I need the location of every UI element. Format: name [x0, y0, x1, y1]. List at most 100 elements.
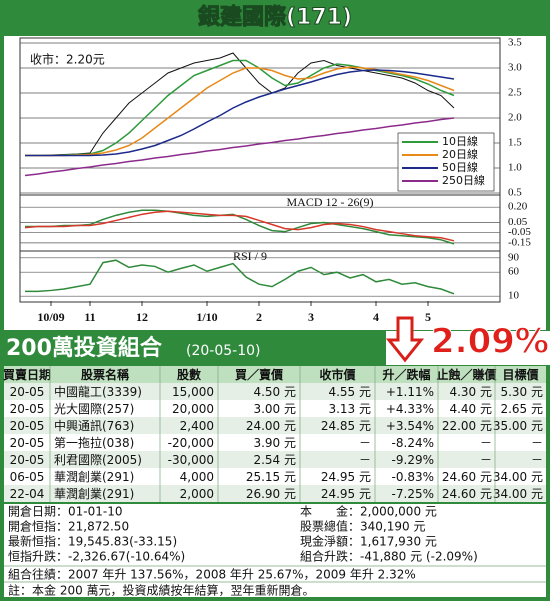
- table-cell: －: [359, 453, 371, 467]
- table-cell: 4.55 元: [328, 385, 371, 399]
- table-cell: 中國龍工(3339): [54, 384, 142, 399]
- column-header: 買／賣價: [235, 367, 284, 382]
- column-header: 股票名稱: [81, 367, 129, 382]
- line-series: [24, 117, 455, 177]
- x-tick-label: 2: [256, 310, 262, 324]
- table-row: [4, 417, 546, 434]
- table-cell: +1.11%: [386, 385, 434, 399]
- x-tick-label: 10/09: [37, 310, 64, 324]
- table-cell: 20-05: [10, 453, 45, 467]
- line-series: [25, 209, 455, 245]
- table-cell: 2,400: [180, 419, 214, 433]
- table-cell: 24.95 元: [321, 487, 371, 501]
- table-cell: 4.30 元: [449, 385, 492, 399]
- table-row: [4, 434, 546, 451]
- table-cell: 3.00 元: [253, 402, 296, 416]
- table-cell: 34.00 元: [493, 487, 543, 501]
- summary-right: 股票總值：340,190 元: [300, 519, 425, 534]
- table-cell: 06-05: [10, 470, 45, 484]
- table-cell: 利君國際(2005): [54, 453, 142, 467]
- column-header: 升／跌幅: [382, 367, 430, 382]
- summary-left: 開倉恒指：21,872.50: [8, 519, 129, 534]
- table-cell: -7.25%: [392, 487, 434, 501]
- table-row: [4, 468, 546, 485]
- table-cell: +3.54%: [386, 419, 434, 433]
- table-cell: 20-05: [10, 402, 45, 416]
- x-tick-label: 1/10: [196, 310, 217, 324]
- column-header: 收市價: [319, 367, 356, 382]
- table-row: [4, 400, 546, 417]
- table-cell: 24.60 元: [442, 487, 492, 501]
- line-series: [24, 210, 455, 242]
- table-cell: 第一拖拉(038): [54, 435, 134, 450]
- x-tick-label: 3: [308, 310, 314, 324]
- annotation: 收市：2.20元: [30, 52, 105, 67]
- table-cell: 24.60 元: [442, 470, 492, 484]
- legend-label: 20日線: [442, 147, 478, 161]
- y-tick-label: 2.0: [508, 112, 522, 124]
- table-cell: 4.50 元: [253, 385, 296, 399]
- panel-frame: [19, 250, 501, 303]
- legend-label: 250日線: [442, 173, 485, 187]
- panel-title: MACD 12 - 26(9): [287, 195, 374, 209]
- summary-left: 最新恒指：19,545.83(-33.15): [8, 534, 177, 549]
- title: 銀建國際(171): [198, 4, 352, 30]
- x-tick-label: 5: [425, 310, 431, 324]
- summary-left: 恒指升跌：-2,326.67(-10.64%): [8, 549, 185, 564]
- x-tick-label: 11: [84, 310, 95, 324]
- table-row: [4, 383, 546, 400]
- table-cell: 4,000: [180, 470, 214, 484]
- table-cell: －: [480, 436, 492, 450]
- table-cell: 2,000: [180, 487, 214, 501]
- charts: 0.5 1.0 1.5 2.0 2.5 3.0 3.5 收市：2.20元 10日線20日線50日…: [19, 37, 531, 324]
- column-header: 股數: [177, 367, 201, 382]
- y-tick-label: 1.0: [508, 162, 522, 174]
- table-cell: 26.90 元: [246, 487, 296, 501]
- summary-right: 本 金：2,000,000 元: [300, 504, 437, 519]
- header-row: [4, 366, 546, 383]
- y-tick-label: 90: [508, 251, 520, 263]
- table-cell: -30,000: [168, 453, 214, 467]
- y-tick-label: 0.20: [508, 201, 528, 213]
- table-cell: －: [359, 436, 371, 450]
- table-cell: 華潤創業(291): [54, 470, 134, 484]
- table-cell: 34.00 元: [493, 470, 543, 484]
- column-header: 止蝕／賺價: [436, 367, 497, 382]
- note: 註：本金 200 萬元，投資成績按年結算，翌年重新開倉。: [8, 583, 315, 598]
- table-cell: -8.24%: [392, 436, 434, 450]
- table-cell: 24.85 元: [321, 419, 371, 433]
- table-cell: －: [531, 453, 543, 467]
- table-cell: 25.15 元: [246, 470, 296, 484]
- summary-right: 組合升跌：-41,880 元 (-2.09%): [300, 549, 478, 564]
- portfolio-change: 2.09%: [431, 322, 549, 362]
- table-cell: 5.30 元: [500, 385, 543, 399]
- portfolio-title: 200萬投資組合: [6, 335, 163, 361]
- table-cell: -20,000: [168, 436, 214, 450]
- line-series: [25, 59, 455, 157]
- y-tick-label: 0.5: [508, 187, 522, 199]
- table-cell: 4.40 元: [449, 402, 492, 416]
- table: 買賣日期 股票名稱 股數 買／賣價 收市價 升／跌幅 止蝕／賺價 目標價 20-05 中國龍工(3…: [3, 366, 546, 598]
- table-row: [4, 485, 546, 502]
- x-tick-label: 12: [136, 310, 148, 324]
- table-cell: 22-04: [10, 487, 45, 501]
- table-cell: 2.54 元: [253, 453, 296, 467]
- summary-right: 現金淨額：1,617,930 元: [300, 534, 437, 549]
- y-tick-label: 60: [508, 266, 520, 278]
- column-header: 目標價: [502, 367, 539, 382]
- y-tick-label: 2.5: [508, 87, 522, 99]
- y-tick-label: -0.05: [508, 226, 531, 238]
- table-cell: 華潤創業(291): [54, 487, 134, 501]
- down-arrow: [385, 316, 425, 363]
- y-tick-label: 10: [508, 290, 520, 302]
- y-tick-label: 0.05: [508, 216, 528, 228]
- note: 組合往績：2007 年升 137.56%，2008 年升 25.67%，2009…: [8, 567, 416, 582]
- y-tick-label: 3.5: [508, 37, 522, 49]
- table-cell: －: [531, 436, 543, 450]
- table-cell: 20-05: [10, 419, 45, 433]
- column-header: 買賣日期: [3, 367, 51, 382]
- table-cell: 20-05: [10, 436, 45, 450]
- table-cell: +4.33%: [386, 402, 434, 416]
- y-tick-label: 3.0: [508, 62, 522, 74]
